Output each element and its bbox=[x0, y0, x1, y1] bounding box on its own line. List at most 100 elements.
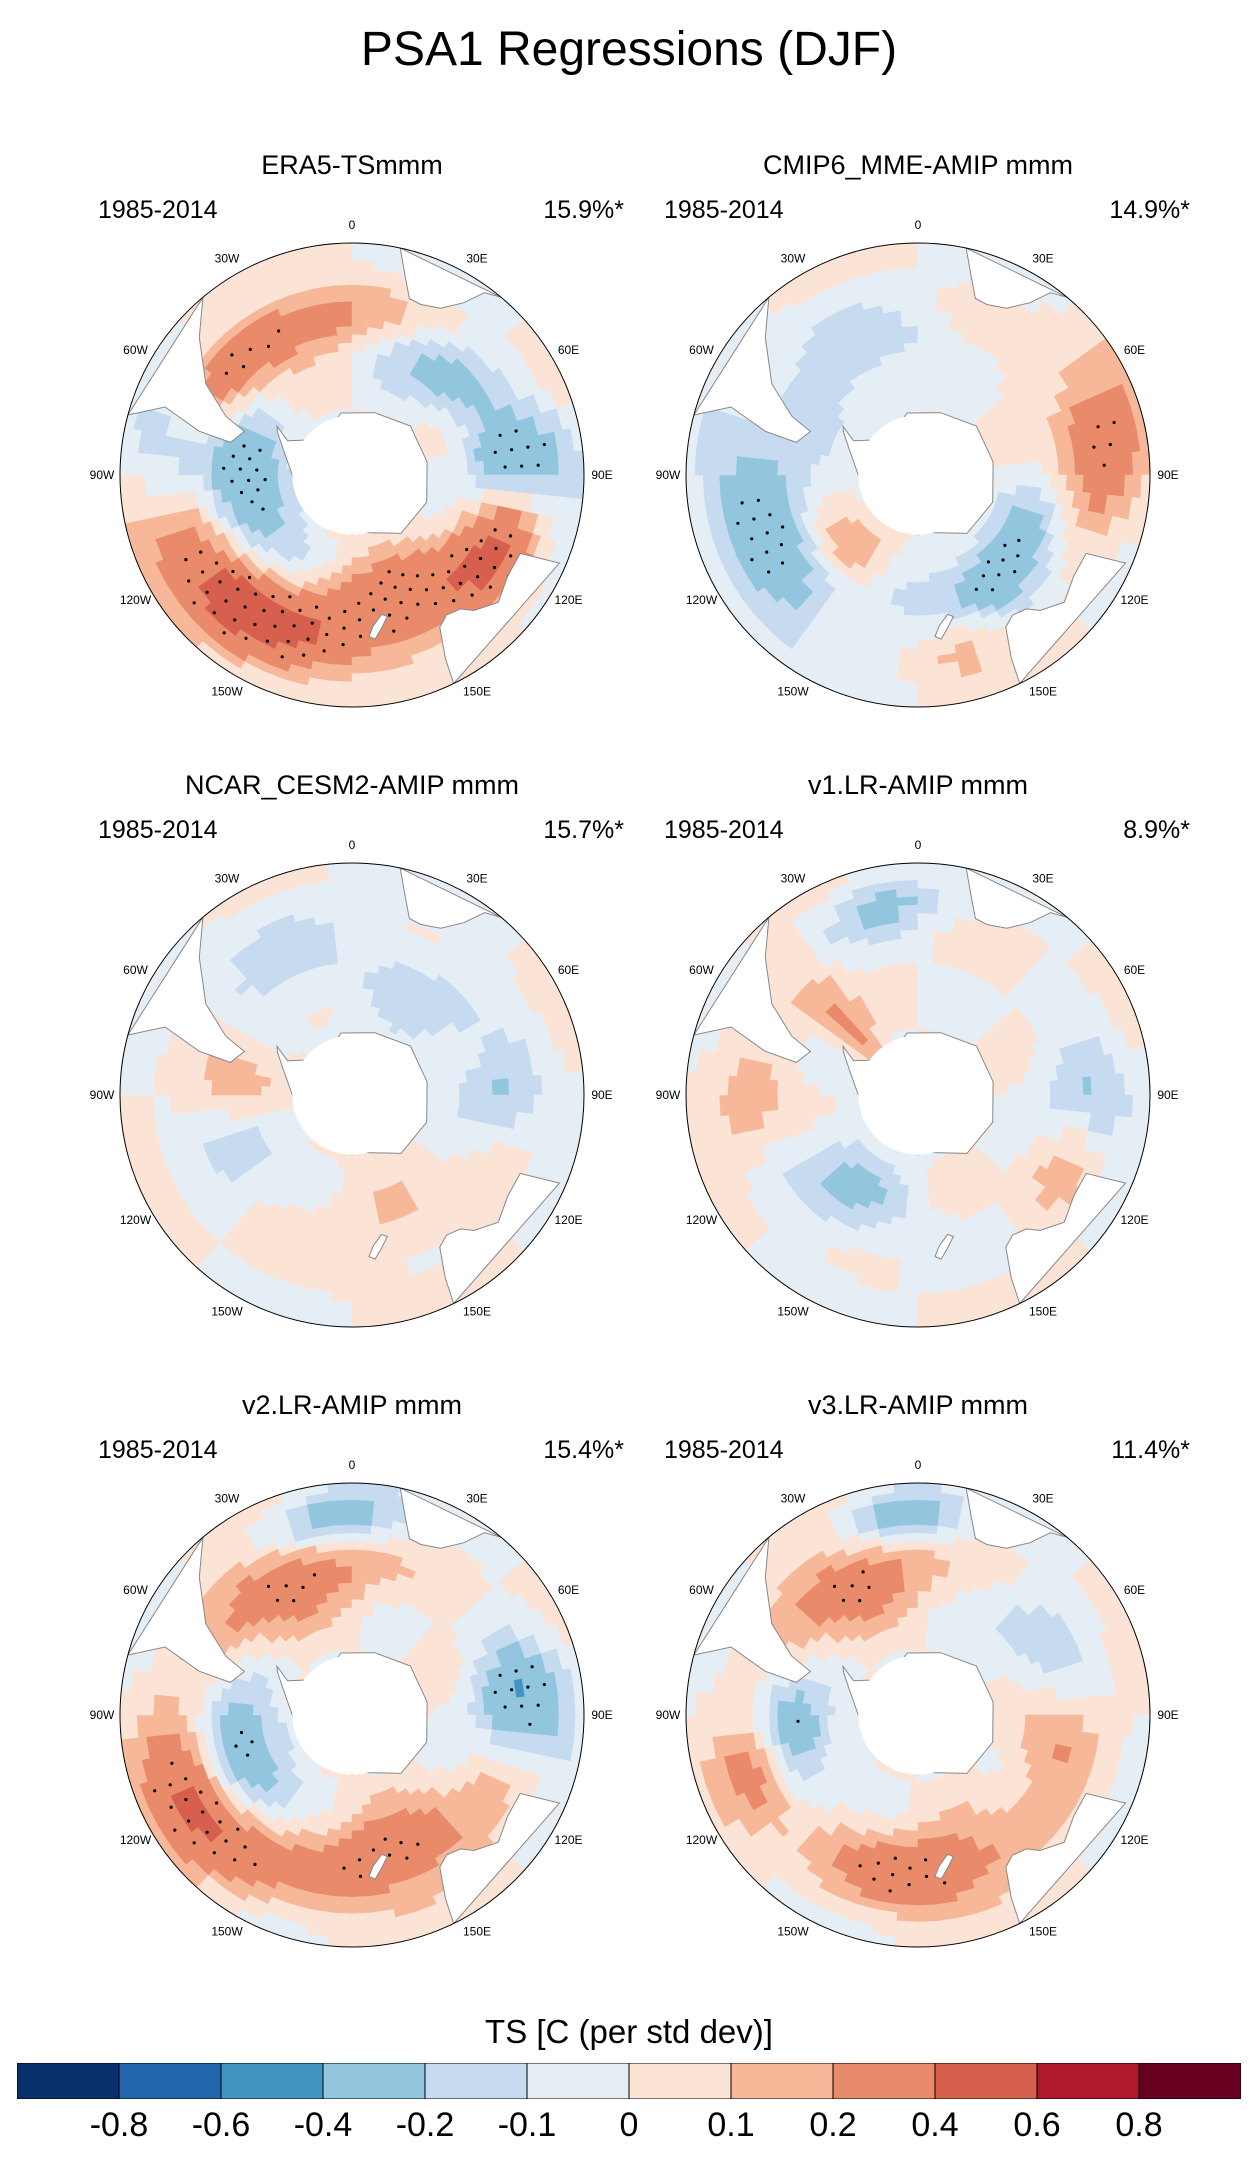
regression-field bbox=[120, 863, 584, 1327]
significance-dot bbox=[1003, 543, 1007, 547]
significance-dot bbox=[248, 457, 252, 461]
antarctica-interior bbox=[858, 415, 978, 535]
significance-dot bbox=[263, 478, 267, 482]
significance-dot bbox=[768, 513, 772, 517]
significance-dot bbox=[230, 353, 234, 357]
longitude-label: 60E bbox=[1124, 963, 1145, 977]
significance-dot bbox=[493, 528, 497, 532]
significance-dot bbox=[520, 464, 524, 468]
significance-dot bbox=[280, 655, 284, 659]
regression-field bbox=[120, 1483, 584, 1947]
significance-dot bbox=[1102, 463, 1106, 467]
longitude-label: 90E bbox=[1157, 468, 1178, 482]
continent-landmass bbox=[439, 552, 561, 685]
panel-title: NCAR_CESM2-AMIP mmm bbox=[184, 770, 520, 800]
significance-dot bbox=[509, 534, 513, 538]
colorbar-tick-labels: -0.8 -0.6 -0.4 -0.2 -0.1 0 0.1 0.2 0.4 0.6 0.8 bbox=[0, 2106, 1258, 2156]
significance-dot bbox=[224, 1839, 228, 1843]
colorbar-segment bbox=[628, 2063, 732, 2099]
regression-field bbox=[686, 863, 1150, 1327]
longitude-label: 150W bbox=[211, 685, 243, 699]
longitude-label: 90W bbox=[656, 1088, 681, 1102]
significance-dot bbox=[514, 429, 518, 433]
colorbar-tick-label: -0.2 bbox=[395, 2106, 455, 2144]
colorbar-segment bbox=[322, 2063, 426, 2099]
longitude-label: 120W bbox=[120, 593, 152, 607]
significance-dot bbox=[192, 1841, 196, 1845]
significance-dot bbox=[383, 1837, 387, 1841]
significance-dot bbox=[169, 1805, 173, 1809]
significance-dot bbox=[405, 616, 409, 620]
significance-dot bbox=[325, 633, 329, 637]
significance-dot bbox=[233, 1858, 237, 1862]
colorbar-tick-label: -0.4 bbox=[293, 2106, 353, 2144]
panel-variance: 15.7%* bbox=[543, 816, 624, 844]
colorbar-segment bbox=[832, 2063, 936, 2099]
significance-dot bbox=[431, 573, 435, 577]
significance-dot bbox=[233, 618, 237, 622]
continent-landmass bbox=[934, 1853, 954, 1880]
significance-dot bbox=[358, 1858, 362, 1862]
significance-dot bbox=[416, 602, 420, 606]
map-border bbox=[119, 1482, 585, 1948]
map-border bbox=[685, 1482, 1151, 1948]
significance-dot bbox=[765, 531, 769, 535]
longitude-label: 60E bbox=[1124, 343, 1145, 357]
significance-dot bbox=[244, 636, 248, 640]
significance-dot bbox=[184, 1777, 188, 1781]
significance-dot bbox=[447, 570, 451, 574]
continent-landmass bbox=[934, 1233, 954, 1260]
significance-dot bbox=[392, 629, 396, 633]
significance-dot bbox=[222, 466, 226, 470]
significance-dot bbox=[341, 643, 345, 647]
significance-dot bbox=[526, 1685, 530, 1689]
significance-dot bbox=[284, 1584, 288, 1588]
significance-dot bbox=[250, 1740, 254, 1744]
significance-dot bbox=[752, 517, 756, 521]
significance-dot bbox=[736, 521, 740, 525]
significance-dot bbox=[312, 1573, 317, 1577]
significance-dot bbox=[184, 1798, 188, 1802]
significance-dot bbox=[322, 649, 326, 653]
longitude-label: 60E bbox=[558, 343, 579, 357]
significance-dot bbox=[494, 546, 498, 550]
significance-dot bbox=[858, 1599, 862, 1603]
significance-dot bbox=[530, 1665, 534, 1669]
panel-variance: 8.9%* bbox=[1123, 816, 1190, 844]
longitude-label: 90W bbox=[90, 1088, 115, 1102]
longitude-label: 150W bbox=[211, 1925, 243, 1939]
significance-dot bbox=[510, 448, 514, 452]
polar-map: 0 30E 60E 90E 120E 150E 180 150W 120W 90W 60W 30W bbox=[90, 840, 613, 1340]
continent-landmass bbox=[399, 247, 502, 309]
significance-dot bbox=[250, 500, 254, 504]
significance-dot bbox=[986, 560, 990, 564]
significance-dot bbox=[358, 634, 363, 638]
longitude-label: 30E bbox=[466, 252, 487, 266]
polar-map: 0 30E 60E 90E 120E 150E 180 150W 120W 90W 60W 30W bbox=[90, 220, 613, 720]
significance-dot bbox=[405, 1856, 409, 1860]
significance-dot bbox=[492, 565, 497, 570]
significance-dot bbox=[358, 1874, 363, 1878]
longitude-label: 150E bbox=[463, 685, 491, 699]
significance-dot bbox=[441, 586, 445, 590]
colorbar-tick-label: 0.2 bbox=[809, 2106, 857, 2144]
map-border bbox=[685, 242, 1151, 708]
longitude-label: 120E bbox=[1120, 1833, 1148, 1847]
significance-dot bbox=[780, 561, 785, 565]
significance-dot bbox=[416, 1842, 420, 1846]
longitude-label: 90E bbox=[591, 1088, 612, 1102]
significance-dot bbox=[542, 442, 546, 447]
map-border bbox=[119, 242, 585, 708]
significance-dot bbox=[266, 344, 271, 348]
panel-period: 1985-2014 bbox=[98, 816, 218, 844]
significance-dot bbox=[371, 1848, 375, 1852]
significance-dot bbox=[222, 631, 226, 635]
significance-dot bbox=[242, 444, 246, 448]
significance-dot bbox=[893, 1856, 897, 1860]
longitude-label: 60E bbox=[558, 963, 579, 977]
significance-dot bbox=[212, 611, 216, 615]
significance-dot bbox=[536, 463, 540, 467]
significance-dot bbox=[239, 490, 244, 495]
significance-dot bbox=[450, 554, 454, 558]
significance-dot bbox=[342, 626, 346, 630]
